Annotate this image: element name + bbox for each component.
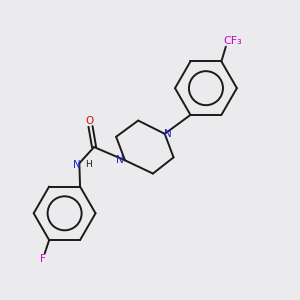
Text: N: N <box>116 155 124 165</box>
Text: CF₃: CF₃ <box>223 36 242 46</box>
Text: N: N <box>73 160 80 170</box>
Text: N: N <box>164 129 172 139</box>
Text: O: O <box>85 116 93 126</box>
Text: H: H <box>85 160 92 169</box>
Text: F: F <box>40 254 46 264</box>
